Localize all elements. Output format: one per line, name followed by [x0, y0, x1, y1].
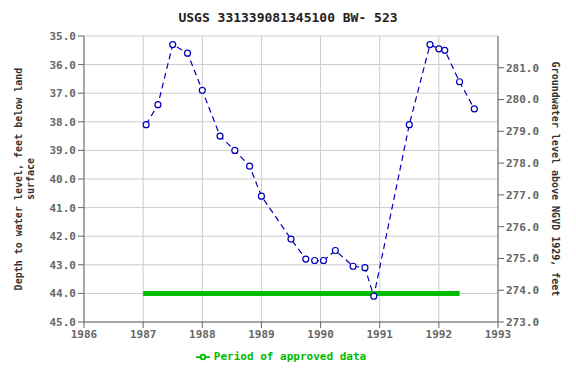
svg-text:35.0: 35.0 [50, 30, 77, 43]
svg-text:40.0: 40.0 [50, 173, 77, 186]
html-text:Period of approved data: Period of approved data [213, 350, 367, 363]
svg-text:1993: 1993 [485, 328, 512, 341]
svg-text:273.0: 273.0 [506, 316, 539, 329]
svg-text:279.0: 279.0 [506, 125, 539, 138]
svg-text:41.0: 41.0 [50, 202, 77, 215]
svg-text:Groundwater level above NGVD 1: Groundwater level above NGVD 1929, feet [550, 62, 561, 297]
svg-text:276.0: 276.0 [506, 221, 539, 234]
svg-text:280.0: 280.0 [506, 93, 539, 106]
svg-text:38.0: 38.0 [50, 116, 77, 129]
svg-text:1990: 1990 [307, 328, 334, 341]
svg-text:1992: 1992 [426, 328, 453, 341]
svg-text:277.0: 277.0 [506, 189, 539, 202]
svg-text:1987: 1987 [130, 328, 157, 341]
svg-text:281.0: 281.0 [506, 62, 539, 75]
svg-text:37.0: 37.0 [50, 87, 77, 100]
svg-text:1986: 1986 [71, 328, 98, 341]
svg-text:1991: 1991 [366, 328, 393, 341]
svg-text:43.0: 43.0 [50, 259, 77, 272]
svg-text:1989: 1989 [248, 328, 275, 341]
svg-text:1988: 1988 [189, 328, 216, 341]
svg-text:36.0: 36.0 [50, 59, 77, 72]
svg-text:Depth to water level, feet bel: Depth to water level, feet below landsur… [13, 68, 36, 291]
svg-text:45.0: 45.0 [50, 316, 77, 329]
svg-text:42.0: 42.0 [50, 230, 77, 243]
html-text:USGS 331339081345100 BW- 523: USGS 331339081345100 BW- 523 [178, 10, 398, 25]
svg-text:44.0: 44.0 [50, 287, 77, 300]
svg-text:39.0: 39.0 [50, 144, 77, 157]
svg-text:278.0: 278.0 [506, 157, 539, 170]
svg-text:275.0: 275.0 [506, 252, 539, 265]
svg-text:274.0: 274.0 [506, 284, 539, 297]
